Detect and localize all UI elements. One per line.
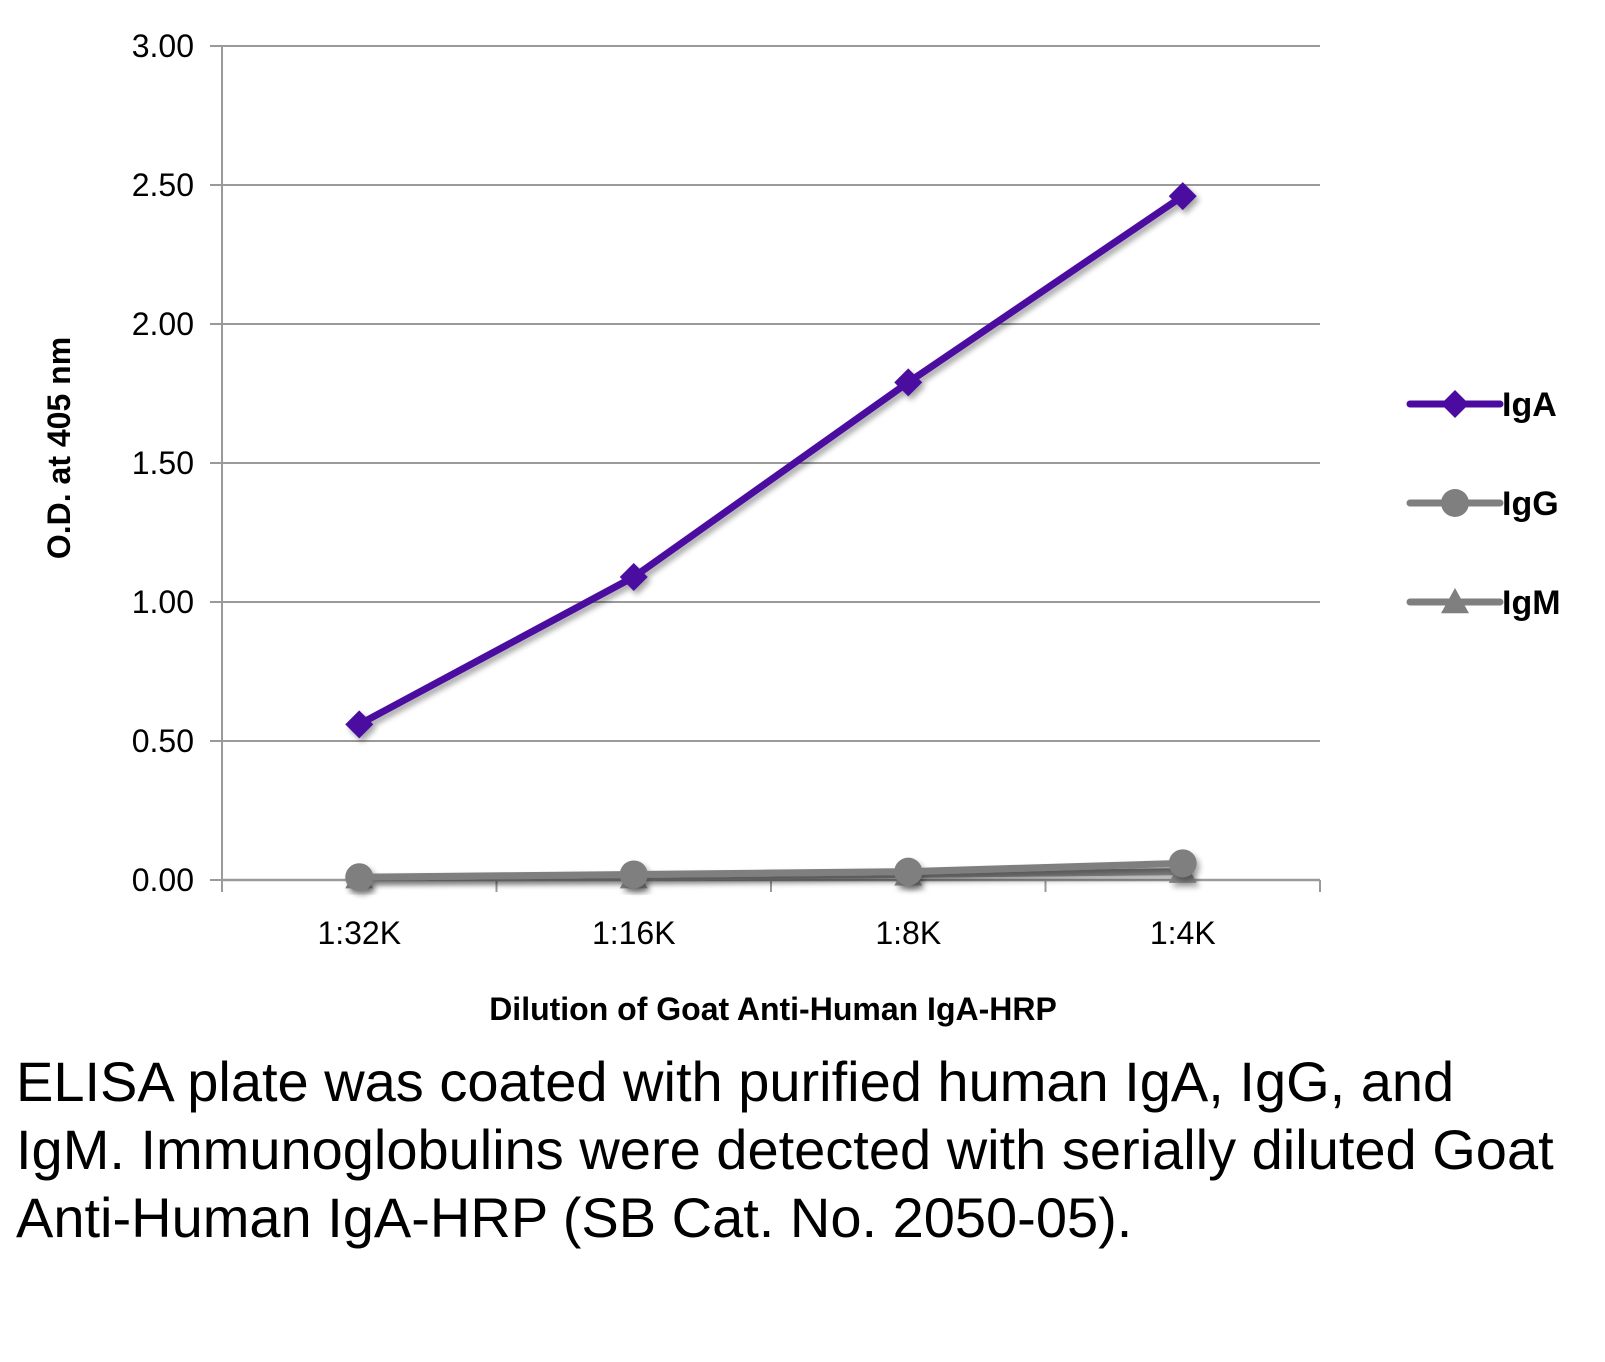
x-tick-label: 1:4K — [1150, 915, 1216, 951]
series-line-igg — [355, 859, 1187, 881]
legend-label-iga: IgA — [1502, 386, 1557, 424]
data-point-iga — [894, 368, 923, 397]
legend-marker-igm — [1441, 588, 1469, 614]
legend-marker-iga — [1441, 390, 1469, 418]
data-point-igg — [894, 857, 923, 886]
legend-item-igg: IgG — [1406, 485, 1559, 523]
series-line-iga — [355, 192, 1187, 728]
x-axis-title: Dilution of Goat Anti-Human IgA-HRP — [489, 991, 1057, 1027]
data-point-iga — [1168, 182, 1197, 211]
legend: IgA IgG IgM — [1406, 386, 1561, 622]
x-tick-label: 1:16K — [592, 915, 676, 951]
series-igg — [345, 849, 1197, 892]
gridlines — [210, 45, 1320, 881]
x-tick-label: 1:32K — [317, 915, 401, 951]
elisa-line-chart: 0.00 0.50 1.00 1.50 2.00 2.50 3.00 1:32K 1:16K 1:… — [41, 28, 1561, 1027]
y-tick-label: 2.50 — [132, 167, 194, 203]
legend-item-iga: IgA — [1406, 386, 1557, 424]
series-layer — [345, 182, 1197, 892]
legend-item-igm: IgM — [1406, 584, 1561, 622]
y-tick-label: 0.50 — [132, 723, 194, 759]
legend-marker-igg — [1441, 489, 1469, 517]
data-point-igg — [619, 860, 648, 889]
y-tick-label: 0.00 — [132, 862, 194, 898]
data-point-iga — [619, 562, 648, 591]
y-tick-label: 1.00 — [132, 584, 194, 620]
y-tick-label: 3.00 — [132, 28, 194, 64]
x-tick-label: 1:8K — [875, 915, 941, 951]
y-axis-title: O.D. at 405 nm — [41, 337, 77, 559]
data-point-igg — [345, 863, 374, 892]
series-iga — [345, 182, 1197, 739]
y-tick-label: 1.50 — [132, 445, 194, 481]
legend-label-igm: IgM — [1502, 584, 1561, 622]
legend-label-igg: IgG — [1502, 485, 1559, 523]
axes: 0.00 0.50 1.00 1.50 2.00 2.50 3.00 1:32K 1:16K 1:… — [132, 28, 1321, 951]
y-tick-label: 2.00 — [132, 306, 194, 342]
data-point-igg — [1168, 849, 1197, 878]
figure-caption: ELISA plate was coated with purified hum… — [16, 1050, 1554, 1249]
data-point-iga — [345, 710, 374, 739]
